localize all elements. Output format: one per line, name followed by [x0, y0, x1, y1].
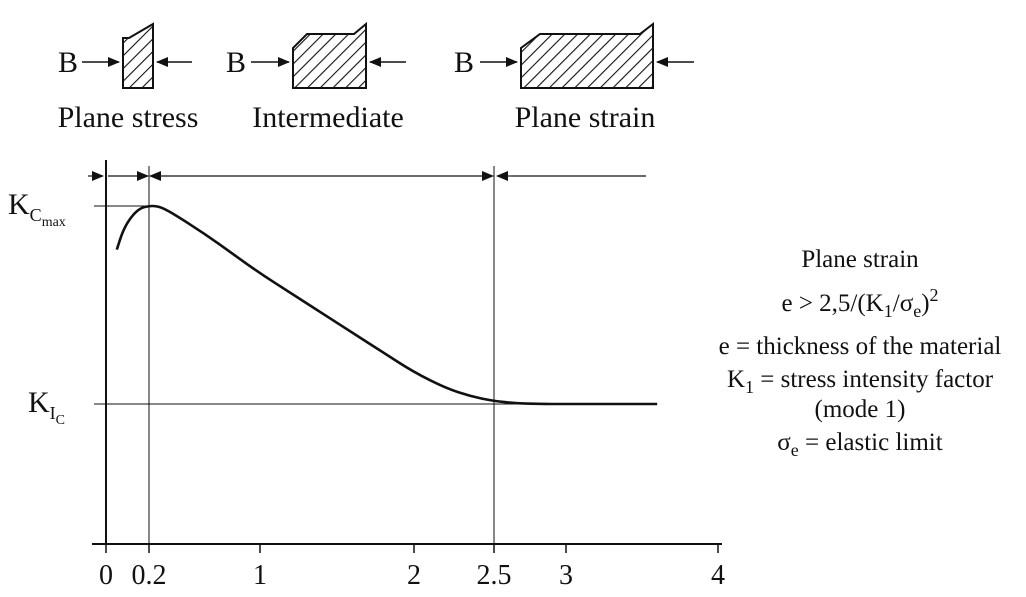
note-k1: K1 = stress intensity factor: [727, 366, 994, 397]
x-tick-label: 1: [253, 560, 267, 591]
note-thickness: e = thickness of the material: [719, 333, 1002, 360]
x-tick-label: 0.2: [132, 560, 167, 591]
specimen-label: Plane strain: [515, 101, 656, 134]
svg-text:KIC: KIC: [28, 386, 65, 428]
specimen-shape: [520, 21, 654, 89]
x-tick-label: 3: [559, 560, 573, 591]
x-tick-label: 2: [407, 560, 421, 591]
note-sigma: σe = elastic limit: [777, 429, 942, 460]
ytick-kcmax: KCmax: [8, 188, 66, 230]
x-ticks: 0 0.2 1 2 2.5 3 4: [99, 544, 725, 591]
note-title: Plane strain: [801, 246, 919, 273]
ytick-kic: KIC: [28, 386, 65, 428]
specimen-plane-stress: B Plane stress: [58, 22, 199, 134]
x-tick-label: 2.5: [477, 560, 512, 591]
specimen-label: Intermediate: [252, 101, 404, 134]
specimen-label: Plane stress: [58, 101, 199, 134]
toughness-curve: [115, 204, 658, 406]
specimen-shape: [292, 21, 367, 89]
note-mode: (mode 1): [815, 396, 906, 423]
plane-strain-note: Plane strain e > 2,5/(K1/σe)2 e = thickn…: [719, 246, 1002, 460]
specimen-b-label: B: [58, 46, 78, 79]
svg-text:KCmax: KCmax: [8, 188, 66, 230]
specimen-plane-strain: B Plane strain: [454, 21, 694, 134]
note-formula: e > 2,5/(K1/σe)2: [781, 285, 938, 321]
specimen-b-label: B: [226, 46, 246, 79]
specimen-b-label: B: [454, 46, 474, 79]
specimen-intermediate: B Intermediate: [226, 21, 406, 134]
x-tick-label: 4: [711, 560, 725, 591]
specimen-shape: [122, 22, 154, 89]
x-tick-label: 0: [99, 560, 113, 591]
